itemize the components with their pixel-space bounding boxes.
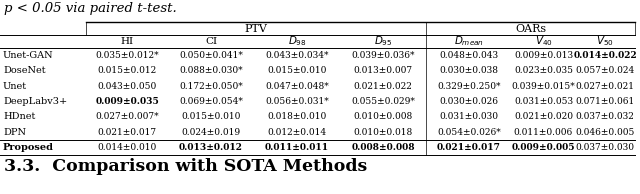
Text: 0.021±0.020: 0.021±0.020	[514, 112, 573, 121]
Text: $V_{40}$: $V_{40}$	[534, 35, 552, 48]
Text: 0.021±0.022: 0.021±0.022	[353, 82, 412, 91]
Text: $D_{mean}$: $D_{mean}$	[454, 35, 484, 48]
Text: 0.030±0.026: 0.030±0.026	[440, 97, 499, 106]
Text: 0.050±0.041*: 0.050±0.041*	[179, 51, 243, 60]
Text: $V_{50}$: $V_{50}$	[596, 35, 614, 48]
Text: DPN: DPN	[3, 128, 26, 137]
Text: OARs: OARs	[515, 23, 546, 34]
Text: 0.027±0.007*: 0.027±0.007*	[95, 112, 159, 121]
Text: 0.035±0.012*: 0.035±0.012*	[95, 51, 159, 60]
Text: DeepLabv3+: DeepLabv3+	[3, 97, 67, 106]
Text: 0.013±0.007: 0.013±0.007	[353, 66, 413, 75]
Text: 0.069±0.054*: 0.069±0.054*	[179, 97, 243, 106]
Text: HDnet: HDnet	[3, 112, 35, 121]
Text: 3.3.  Comparison with SOTA Methods: 3.3. Comparison with SOTA Methods	[4, 158, 367, 175]
Text: Unet: Unet	[3, 82, 27, 91]
Text: 0.014±0.010: 0.014±0.010	[97, 143, 157, 152]
Text: 0.039±0.015*: 0.039±0.015*	[511, 82, 575, 91]
Text: 0.015±0.010: 0.015±0.010	[181, 112, 241, 121]
Text: 0.008±0.008: 0.008±0.008	[351, 143, 415, 152]
Text: 0.055±0.029*: 0.055±0.029*	[351, 97, 415, 106]
Text: 0.009±0.035: 0.009±0.035	[95, 97, 159, 106]
Text: 0.010±0.008: 0.010±0.008	[353, 112, 413, 121]
Text: 0.088±0.030*: 0.088±0.030*	[179, 66, 243, 75]
Text: 0.071±0.061: 0.071±0.061	[575, 97, 635, 106]
Text: p < 0.05 via paired t-test.: p < 0.05 via paired t-test.	[4, 2, 177, 15]
Text: 0.021±0.017: 0.021±0.017	[437, 143, 501, 152]
Text: 0.009±0.013: 0.009±0.013	[514, 51, 573, 60]
Text: 0.009±0.005: 0.009±0.005	[512, 143, 575, 152]
Text: 0.011±0.006: 0.011±0.006	[514, 128, 573, 137]
Text: 0.054±0.026*: 0.054±0.026*	[437, 128, 501, 137]
Text: 0.043±0.050: 0.043±0.050	[97, 82, 157, 91]
Text: 0.013±0.012: 0.013±0.012	[179, 143, 243, 152]
Text: 0.027±0.021: 0.027±0.021	[575, 82, 634, 91]
Text: DoseNet: DoseNet	[3, 66, 45, 75]
Text: 0.021±0.017: 0.021±0.017	[97, 128, 157, 137]
Text: $D_{98}$: $D_{98}$	[287, 35, 307, 48]
Text: 0.031±0.053: 0.031±0.053	[514, 97, 573, 106]
Text: 0.015±0.012: 0.015±0.012	[97, 66, 157, 75]
Text: 0.023±0.035: 0.023±0.035	[514, 66, 573, 75]
Text: Unet-GAN: Unet-GAN	[3, 51, 54, 60]
Text: 0.031±0.030: 0.031±0.030	[440, 112, 499, 121]
Text: 0.024±0.019: 0.024±0.019	[181, 128, 241, 137]
Text: 0.010±0.018: 0.010±0.018	[353, 128, 413, 137]
Text: PTV: PTV	[244, 23, 268, 34]
Text: 0.056±0.031*: 0.056±0.031*	[265, 97, 329, 106]
Text: 0.048±0.043: 0.048±0.043	[440, 51, 499, 60]
Text: $D_{95}$: $D_{95}$	[374, 35, 392, 48]
Text: 0.039±0.036*: 0.039±0.036*	[351, 51, 415, 60]
Text: 0.012±0.014: 0.012±0.014	[268, 128, 326, 137]
Text: 0.018±0.010: 0.018±0.010	[268, 112, 326, 121]
Text: 0.014±0.022: 0.014±0.022	[573, 51, 637, 60]
Text: 0.015±0.010: 0.015±0.010	[268, 66, 326, 75]
Text: 0.057±0.024: 0.057±0.024	[575, 66, 635, 75]
Text: 0.329±0.250*: 0.329±0.250*	[437, 82, 500, 91]
Text: 0.047±0.048*: 0.047±0.048*	[265, 82, 329, 91]
Text: HI: HI	[120, 37, 134, 46]
Text: 0.030±0.038: 0.030±0.038	[440, 66, 499, 75]
Text: Proposed: Proposed	[3, 143, 54, 152]
Text: 0.037±0.032: 0.037±0.032	[575, 112, 634, 121]
Text: 0.011±0.011: 0.011±0.011	[265, 143, 329, 152]
Text: CI: CI	[205, 37, 217, 46]
Text: 0.043±0.034*: 0.043±0.034*	[265, 51, 329, 60]
Text: 0.037±0.030: 0.037±0.030	[575, 143, 634, 152]
Text: 0.046±0.005: 0.046±0.005	[575, 128, 635, 137]
Text: 0.172±0.050*: 0.172±0.050*	[179, 82, 243, 91]
